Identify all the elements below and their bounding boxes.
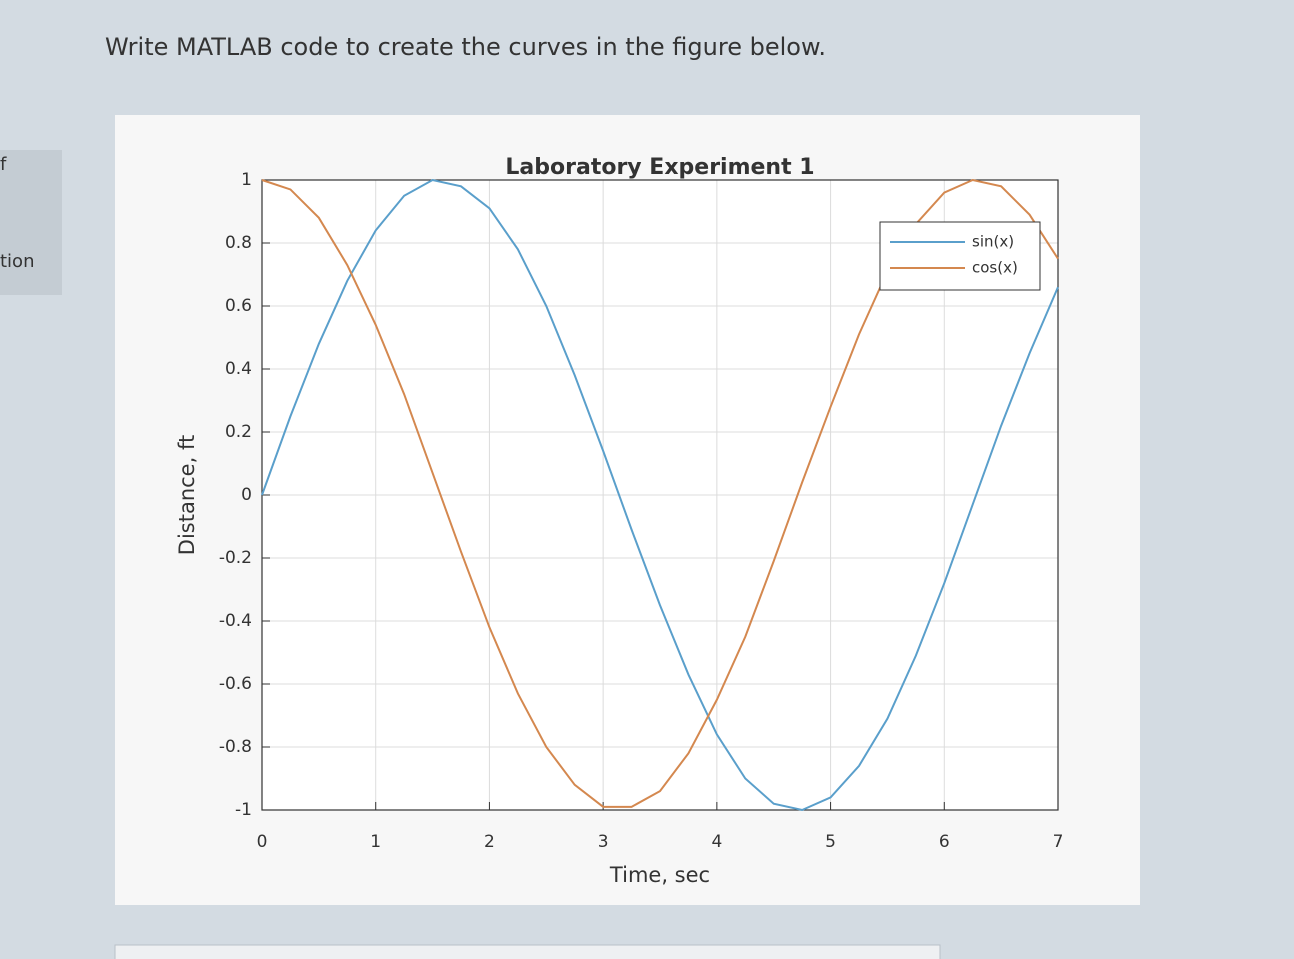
y-axis-label: Distance, ft: [175, 435, 199, 555]
x-tick-label: 1: [370, 832, 381, 852]
sidebar-text: f: [0, 154, 7, 175]
x-tick-label: 0: [257, 832, 268, 852]
y-tick-label: -0.4: [219, 611, 252, 631]
x-axis-label: Time, sec: [609, 863, 710, 887]
x-tick-label: 6: [939, 832, 950, 852]
sidebar-text: tion: [0, 251, 34, 272]
y-tick-label: 0.4: [225, 359, 252, 379]
series-line: [261, 178, 1059, 808]
y-tick-label: -1: [235, 800, 252, 820]
legend-label: sin(x): [972, 233, 1014, 251]
series-line: [261, 178, 1059, 812]
sidebar-panel: [0, 150, 62, 295]
x-tick-label: 5: [825, 832, 836, 852]
x-tick-label: 3: [598, 832, 609, 852]
y-tick-label: 0.6: [225, 296, 252, 316]
x-tick-label: 2: [484, 832, 495, 852]
question: Write MATLAB code to create the curves i…: [105, 33, 826, 61]
chart: -1 -0.8 -0.6 -0.4 -0.2 0 0.2 0.4 0.6 0.8 1 0 1 2 3 4 5 6 7…: [175, 155, 1063, 887]
y-tick-label: 0: [241, 485, 252, 505]
y-tick-label: 0.2: [225, 422, 252, 442]
x-tick-label: 7: [1053, 832, 1064, 852]
legend-box: [879, 221, 1041, 291]
legend: sin(x) cos(x): [879, 221, 1041, 291]
y-tick-label: 0.8: [225, 233, 252, 253]
y-tick-label: -0.2: [219, 548, 252, 568]
answer-box[interactable]: [114, 944, 941, 959]
legend-label: cos(x): [972, 259, 1018, 277]
y-tick-label: 1: [241, 170, 252, 190]
x-tick-label: 4: [711, 832, 722, 852]
chart-title: Laboratory Experiment 1: [505, 155, 814, 180]
y-tick-label: -0.8: [219, 737, 252, 757]
y-tick-label: -0.6: [219, 674, 252, 694]
